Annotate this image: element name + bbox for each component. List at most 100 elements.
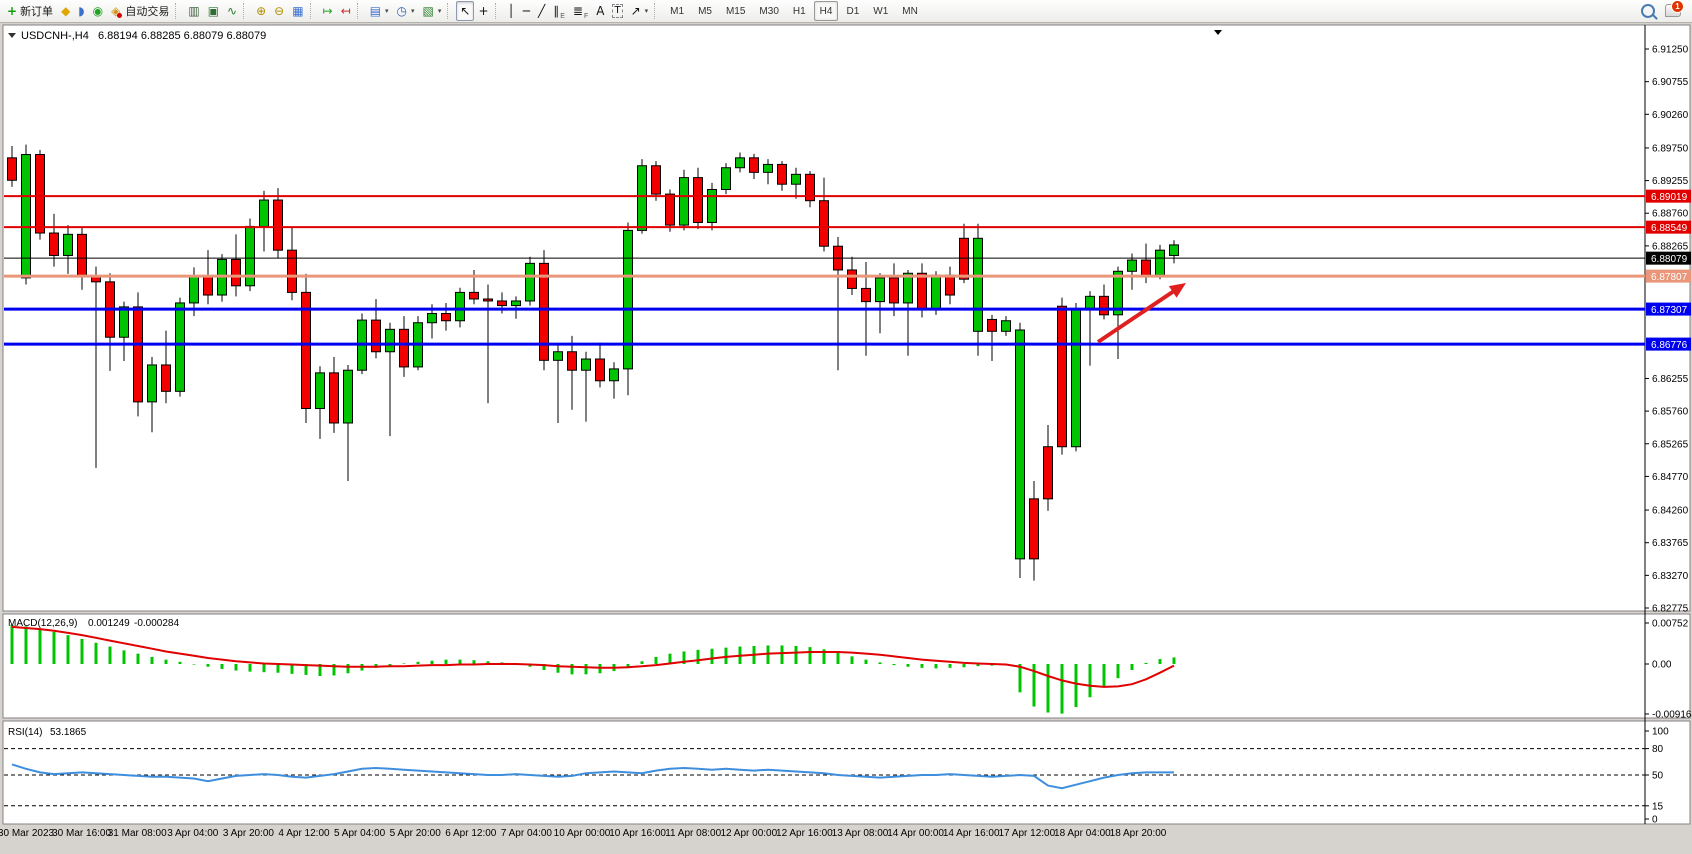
date-axis-label[interactable]: 10 Apr 00:00 [554, 828, 611, 839]
date-axis-label[interactable]: 5 Apr 04:00 [334, 828, 386, 839]
vertical-line-button[interactable]: │ [504, 1, 519, 21]
rsi-tick-label: 15 [1652, 801, 1664, 812]
new-order-button[interactable]: + 新订单 [3, 1, 57, 21]
date-axis-label[interactable]: 4 Apr 12:00 [278, 828, 330, 839]
toolbar-group-chart-type: ▥ ▣ ∿ [184, 0, 241, 22]
price-tick-label: 6.85760 [1652, 407, 1689, 418]
horizontal-line-button[interactable]: ─ [519, 1, 534, 21]
rsi-label: RSI(14) [8, 727, 42, 738]
line-chart-button[interactable]: ∿ [223, 1, 241, 21]
template-button[interactable]: ▧ ▾ [419, 1, 446, 21]
candle [973, 223, 983, 356]
date-axis-label[interactable]: 18 Apr 04:00 [1054, 828, 1111, 839]
arrow-tools-button[interactable]: ↗ ▾ [627, 1, 653, 21]
date-axis-label[interactable]: 14 Apr 16:00 [943, 828, 1000, 839]
date-axis-label[interactable]: 11 Apr 08:00 [665, 828, 721, 839]
candle [791, 167, 801, 199]
candle [735, 152, 745, 173]
candle [175, 297, 185, 397]
timeframe-button-w1[interactable]: W1 [873, 5, 889, 17]
channel-button[interactable]: ∥ E [549, 1, 569, 21]
date-axis-label[interactable]: 30 Mar 16:00 [52, 828, 111, 839]
chart-canvas[interactable]: 6.91250 6.90755 6.90260 6.89750 6.89255 6.887… [0, 23, 1692, 849]
chevron-down-icon: ▾ [644, 8, 649, 15]
timeframe-button-m1[interactable]: M1 [670, 5, 685, 17]
signal-icon: ◉ [92, 4, 104, 18]
timeframe-button-h1[interactable]: H1 [792, 5, 806, 17]
text-button[interactable]: A [592, 1, 608, 21]
navigator-icon-button[interactable]: ◆ [57, 1, 74, 21]
date-axis-label[interactable]: 14 Apr 00:00 [887, 828, 944, 839]
timeframe-button-d1[interactable]: D1 [846, 5, 860, 17]
auto-scroll-button[interactable]: ↦ [319, 1, 337, 21]
bar-chart-button[interactable]: ▥ [184, 1, 203, 21]
date-axis-label[interactable]: 31 Mar 08:00 [108, 828, 167, 839]
trendline-button[interactable]: ╱ [534, 1, 549, 21]
timeframe-button-m5[interactable]: M5 [698, 5, 712, 17]
candle [7, 145, 17, 187]
price-tick-label: 6.83765 [1652, 538, 1689, 549]
new-order-button-label: 新订单 [20, 6, 54, 18]
date-axis-label[interactable]: 10 Apr 16:00 [609, 828, 666, 839]
period-button[interactable]: ◷ ▾ [393, 1, 419, 21]
auto-trading-button[interactable]: ◈ 自动交易 [107, 1, 173, 21]
timeframe-button-mn[interactable]: MN [902, 5, 918, 17]
zoom-out-button[interactable]: ⊖ [270, 1, 288, 21]
level-price-label-bg [1646, 337, 1691, 351]
timeframe-button-h4[interactable]: H4 [813, 1, 839, 21]
candle [287, 226, 297, 301]
candle [553, 343, 563, 423]
date-axis-label[interactable]: 6 Apr 12:00 [445, 828, 497, 839]
candle [903, 269, 913, 356]
date-axis-label[interactable]: 3 Apr 20:00 [223, 828, 275, 839]
navigator-icon: ◆ [61, 4, 71, 18]
toolbar-group-draw: │ ─ ╱ ∥ E ≣ F A T ↗ ▾ [504, 0, 653, 22]
candle [385, 322, 395, 437]
timeframe-button-m15[interactable]: M15 [725, 5, 746, 17]
date-axis-label[interactable]: 18 Apr 20:00 [1110, 828, 1167, 839]
date-axis-label[interactable]: 12 Apr 16:00 [776, 828, 833, 839]
candlestick-icon: ▣ [207, 4, 220, 18]
candle [1015, 322, 1025, 578]
timeframe-button-m30[interactable]: M30 [759, 5, 779, 17]
collapse-triangle-icon[interactable] [8, 33, 16, 38]
price-tick-label: 6.82775 [1652, 604, 1689, 615]
date-axis-label[interactable]: 17 Apr 12:00 [998, 828, 1055, 839]
zoom-in-button[interactable]: ⊕ [252, 1, 270, 21]
candle [651, 161, 661, 201]
date-axis-label[interactable]: 7 Apr 04:00 [501, 828, 553, 839]
date-axis-label[interactable]: 5 Apr 20:00 [390, 828, 442, 839]
trend-arrow-annotation[interactable] [1096, 283, 1186, 344]
level-price-label: 6.89019 [1651, 192, 1688, 203]
candlestick-chart-button[interactable]: ▣ [204, 1, 223, 21]
date-axis-label[interactable]: 3 Apr 04:00 [167, 828, 219, 839]
candle [1155, 244, 1165, 280]
candle [595, 342, 605, 388]
tile-windows-button[interactable]: ▦ [288, 1, 307, 21]
toolbar-group-add: ▤ ▾ ◷ ▾ ▧ ▾ [366, 0, 446, 22]
level-price-label-bg [1646, 251, 1691, 265]
arrow-tools-icon: ↗ [630, 4, 641, 18]
new-chart-button[interactable]: ▤ ▾ [366, 1, 393, 21]
signals-icon-button[interactable]: ◉ [89, 1, 107, 21]
toolbar-right: 1 [1641, 0, 1689, 18]
text-label-button[interactable]: T [608, 1, 626, 21]
date-axis-label[interactable]: 13 Apr 08:00 [832, 828, 889, 839]
level-price-label-bg [1646, 302, 1691, 316]
fibonacci-button[interactable]: ≣ F [569, 1, 592, 21]
chart-shift-button[interactable]: ↤ [337, 1, 355, 21]
date-axis-label[interactable]: 30 Mar 2023 [0, 828, 55, 839]
macd-label: MACD(12,26,9) [8, 618, 77, 629]
toolbar-separator [654, 3, 660, 19]
candle [581, 351, 591, 422]
market-watch-icon-button[interactable]: ◗ [74, 1, 88, 21]
ohlc-values-label: 6.88194 6.88285 6.88079 6.88079 [98, 30, 266, 42]
crosshair-button[interactable]: + [474, 1, 492, 21]
date-axis-label[interactable]: 12 Apr 00:00 [720, 828, 777, 839]
rsi-panel [2, 720, 1691, 825]
cursor-button[interactable]: ↖ [456, 1, 475, 21]
macd-value: 0.001249 [88, 618, 130, 629]
candle [21, 144, 31, 285]
notifications-button[interactable]: 1 [1665, 0, 1684, 18]
search-icon[interactable] [1641, 4, 1655, 18]
